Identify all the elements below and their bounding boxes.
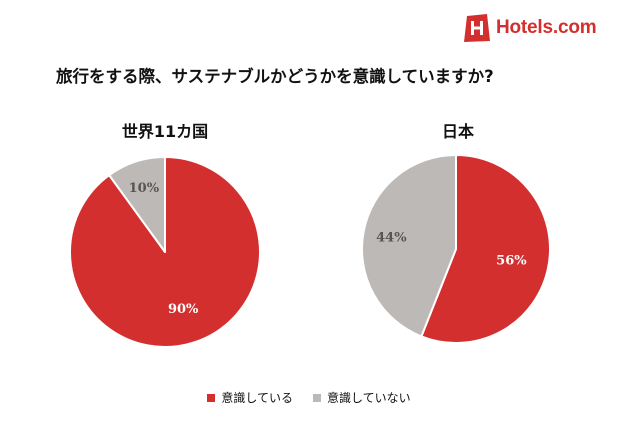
- hotels-logo-icon: [464, 14, 490, 42]
- legend-swatch-aware: [207, 393, 216, 402]
- chart-title-world: 世界11カ国: [121, 122, 209, 141]
- pie-slice-world-not-aware: [108, 156, 166, 253]
- pie-slice-japan-not-aware: [361, 154, 457, 338]
- legend-label-not-aware: 意識していない: [326, 391, 411, 405]
- legend-swatch-not-aware: [312, 393, 321, 402]
- page-title: 旅行をする際、サステナブルかどうかを意識していますか?: [56, 67, 494, 86]
- logo-text: Hotels.com: [496, 17, 597, 38]
- legend: 意識している 意識していない: [0, 389, 618, 406]
- chart-title-japan: 日本: [441, 122, 475, 141]
- data-label-japan-aware: 56%: [496, 254, 527, 269]
- legend-item-not-aware: 意識していない: [312, 389, 411, 406]
- legend-label-aware: 意識している: [221, 391, 293, 405]
- data-label-world-not-aware: 10%: [129, 181, 160, 196]
- pie-slice-japan-aware: [420, 154, 551, 344]
- data-label-japan-not-aware: 44%: [376, 231, 407, 246]
- legend-item-aware: 意識している: [207, 389, 293, 406]
- data-label-world-aware: 90%: [168, 302, 199, 317]
- hotels-logo: Hotels.com: [464, 14, 597, 42]
